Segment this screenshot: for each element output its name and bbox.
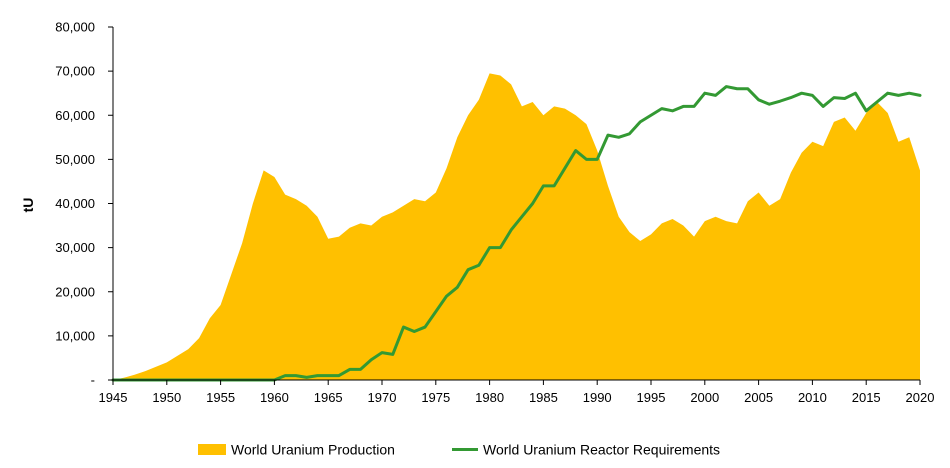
x-tick-label: 2005 — [744, 390, 773, 405]
legend-label-production: World Uranium Production — [231, 442, 395, 458]
x-tick-label: 2015 — [852, 390, 881, 405]
series-area-production — [113, 73, 920, 380]
x-tick-label: 1955 — [206, 390, 235, 405]
x-tick-label: 2020 — [906, 390, 935, 405]
x-tick-label: 1950 — [152, 390, 181, 405]
x-tick-label: 1995 — [637, 390, 666, 405]
x-tick-label: 1985 — [529, 390, 558, 405]
plot-area — [111, 73, 922, 382]
y-tick-label: 40,000 — [55, 196, 95, 211]
x-tick-label: 1980 — [475, 390, 504, 405]
legend-swatch-production — [198, 444, 226, 455]
y-axis-title: tU — [20, 198, 36, 213]
y-tick-label: 80,000 — [55, 20, 95, 35]
axes: - 10,000 20,000 30,000 40,000 50,000 60,000 70,… — [55, 20, 934, 406]
y-tick-label: 20,000 — [55, 284, 95, 299]
x-tick-label: 1960 — [260, 390, 289, 405]
legend-label-reactor-requirements: World Uranium Reactor Requirements — [483, 442, 720, 458]
y-tick-label: 70,000 — [55, 64, 95, 79]
legend: World Uranium Production World Uranium Re… — [198, 442, 720, 458]
x-tick-label: 2000 — [690, 390, 719, 405]
x-tick-label: 1970 — [368, 390, 397, 405]
x-tick-label: 1990 — [583, 390, 612, 405]
y-tick-label: 60,000 — [55, 108, 95, 123]
x-tick-label: 1945 — [99, 390, 128, 405]
x-tick-label: 1965 — [314, 390, 343, 405]
y-tick-label: - — [91, 373, 95, 388]
y-tick-label: 10,000 — [55, 328, 95, 343]
x-tick-label: 1975 — [421, 390, 450, 405]
y-tick-label: 30,000 — [55, 240, 95, 255]
x-tick-label: 2010 — [798, 390, 827, 405]
y-tick-label: 50,000 — [55, 152, 95, 167]
